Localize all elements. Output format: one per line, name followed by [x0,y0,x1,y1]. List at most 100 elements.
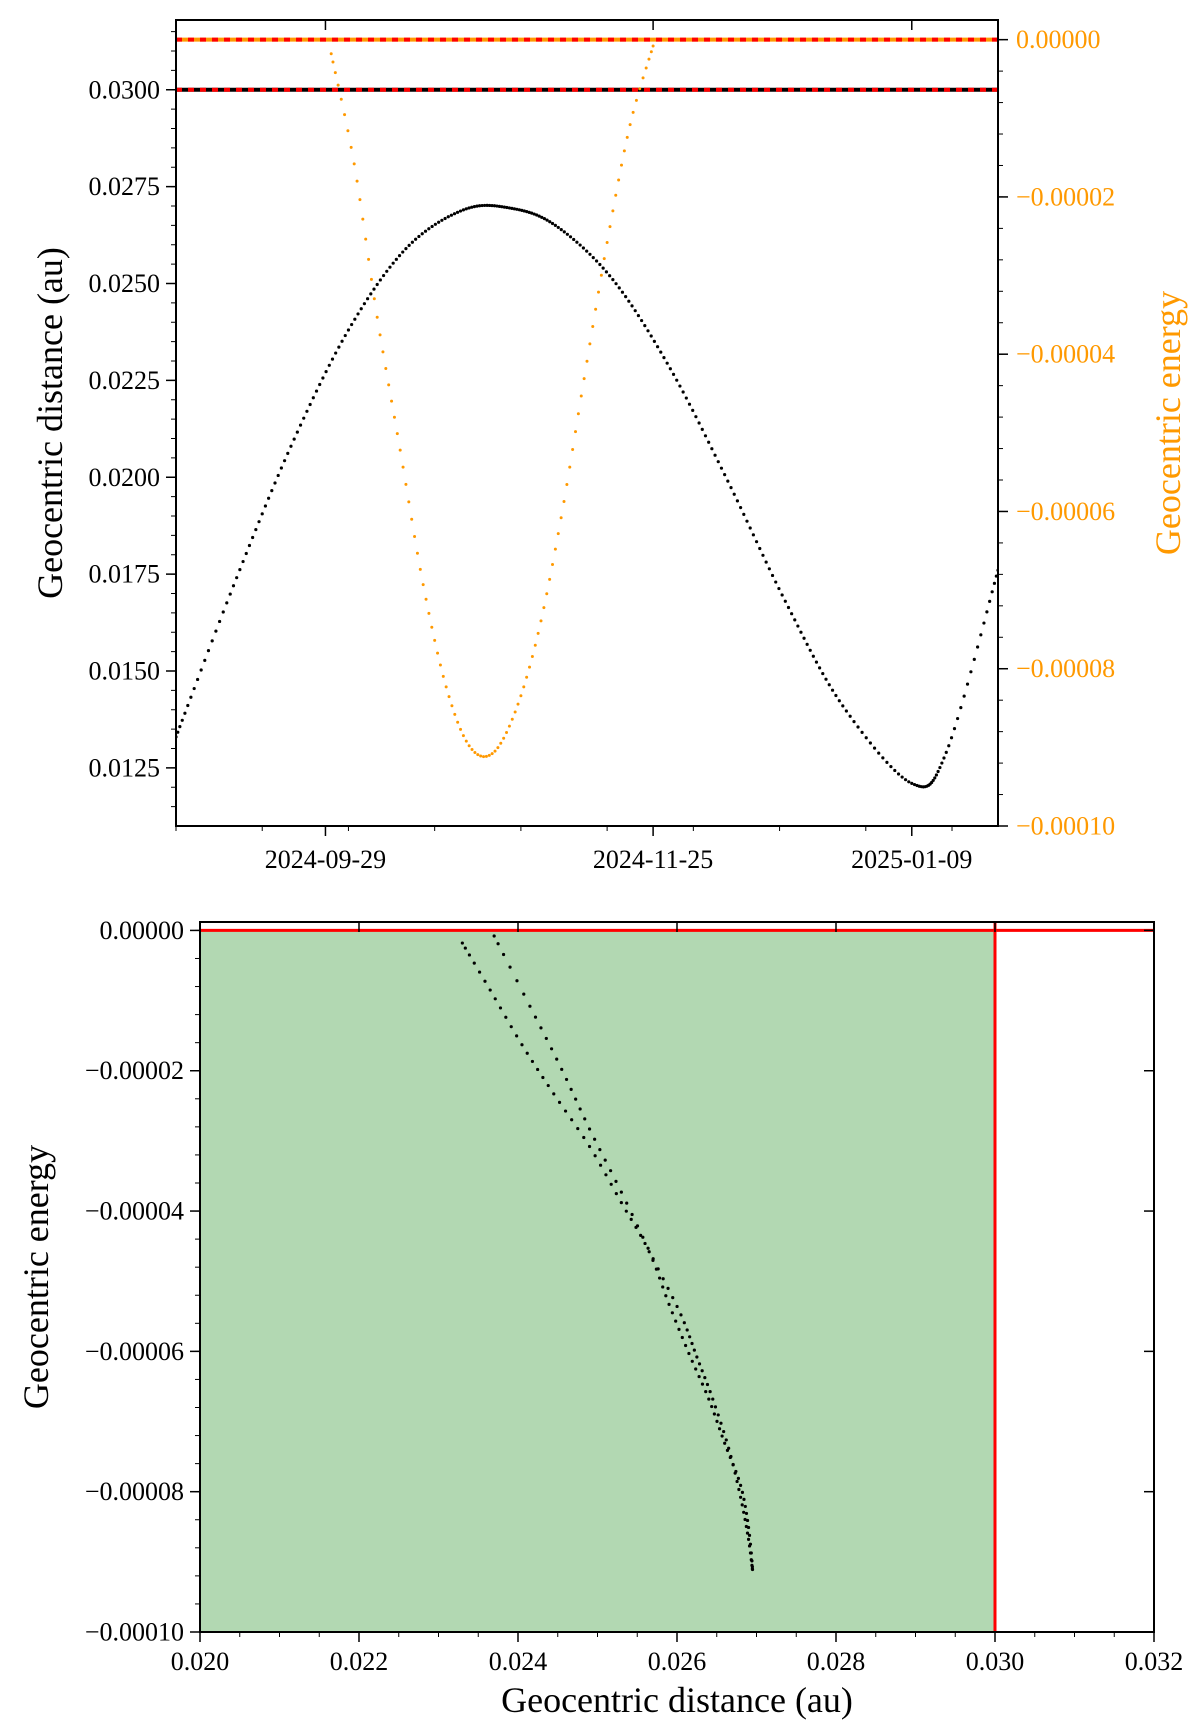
top-series-2-point-58 [496,746,500,750]
bottom-series-point-4 [477,970,482,974]
top-series-1-point-264 [982,621,986,625]
top-series-1-point-107 [505,205,509,210]
top-series-2-point-36 [433,638,437,642]
bottom-series-point-148 [501,952,506,957]
top-series-2-point-11 [361,217,365,221]
bottom-series-point-83 [747,1544,752,1548]
top-series-1-point-22 [244,551,248,556]
top-series-2-point-86 [576,412,580,416]
bottom-series-point-25 [593,1154,597,1158]
top-series-2-point-37 [436,651,440,655]
top-series-2-point-73 [539,619,543,623]
top-series-1-point-116 [527,210,531,214]
top-series-1-point-98 [483,203,487,208]
bottom-series-point-94 [731,1463,735,1467]
top-series-1-point-50 [334,351,338,355]
top-series-1-point-131 [568,235,573,239]
bottom-series-point-12 [520,1043,524,1047]
bottom-series-point-44 [674,1319,678,1323]
top-series-1-point-85 [446,215,450,219]
top-series-2-point-56 [490,752,494,756]
bottom-series-point-146 [515,979,519,983]
bottom-x-tick-label-0: 0.020 [171,1647,230,1676]
bottom-y-tick-label-2: −0.00004 [85,1197,184,1226]
top-series-1-point-173 [703,434,708,438]
bottom-series-point-46 [680,1335,684,1340]
top-series-2-point-8 [352,162,356,166]
top-series-1-point-109 [510,206,514,210]
top-series-2-point-28 [410,517,414,521]
bottom-series-point-126 [619,1190,623,1194]
bottom-series-point-131 [593,1137,597,1141]
bottom-series-point-117 [666,1286,670,1290]
top-series-2-point-46 [461,734,465,738]
top-x-tick-label-1: 2024-11-25 [593,845,713,874]
bottom-x-tick-label-2: 0.024 [489,1647,548,1676]
top-series-2-point-109 [644,66,648,70]
top-series-1-point-58 [359,307,363,311]
top-series-2-point-68 [525,675,529,679]
top-series-1-point-31 [273,481,277,485]
top-series-2-point-95 [602,257,606,261]
bottom-x-tick-label-1: 0.022 [330,1647,389,1676]
top-series-1-point-251 [942,756,946,760]
bottom-series-point-110 [690,1341,694,1346]
top-series-1-point-59 [362,302,367,306]
top-series-1-point-208 [814,660,819,664]
top-series-1-point-21 [241,559,245,564]
bottom-series-point-69 [743,1504,747,1509]
top-series-1-point-123 [545,218,549,222]
bottom-x-tick-label-3: 0.026 [648,1647,707,1676]
top-x-tick-label-0: 2024-09-29 [265,845,386,874]
bottom-series-point-124 [630,1212,634,1217]
top-series-2-point-22 [392,415,396,419]
top-series-1-point-213 [830,688,835,692]
top-series-1-point-199 [786,605,791,610]
bottom-series-point-149 [496,942,500,946]
bottom-series-point-88 [742,1510,746,1514]
top-series-1-point-46 [321,376,325,380]
top-axis-ticks: 2024-09-29 2024-11-25 2025-01-09 0.0125 0.01… [89,20,1115,874]
top-series-1-point-197 [780,593,784,597]
bottom-series-point-118 [661,1277,665,1281]
top-series-1-point-209 [818,666,822,670]
bottom-series-point-102 [711,1397,715,1401]
top-series-1-point-66 [385,269,389,273]
top-series-1-point-19 [235,576,239,580]
bottom-series-point-21 [570,1118,574,1122]
bottom-series-point-26 [598,1163,603,1167]
bottom-series-point-119 [656,1267,660,1271]
bottom-series-point-112 [685,1328,689,1332]
top-right-tick-label-4: −0.00008 [1016,654,1115,683]
top-series-2-point-3 [336,83,340,87]
bottom-series-point-71 [745,1518,750,1523]
top-series-1-point-163 [671,372,676,377]
top-series-1-point-9 [199,668,203,672]
bottom-series-point-66 [739,1483,743,1487]
bottom-series-point-30 [619,1201,623,1205]
bottom-series-point-49 [690,1359,694,1363]
top-series-1-point-248 [936,769,940,774]
top-series-1-point-266 [988,599,992,603]
bottom-x-axis-title: Geocentric distance (au) [501,1680,853,1720]
top-series-1-point-126 [553,223,557,227]
bottom-series-point-92 [735,1479,739,1484]
top-series-1-point-4 [183,711,187,715]
top-series-1-point-48 [327,363,331,367]
top-series-1-point-40 [302,416,306,420]
top-series-2-point-65 [516,702,520,706]
top-series-1-point-105 [500,205,504,209]
bottom-series-point-27 [604,1173,608,1177]
top-series-1-point-158 [655,345,660,349]
top-series-2-point-33 [424,597,428,601]
top-series-1-point-166 [681,390,685,394]
top-series-1-point-176 [713,453,717,457]
top-series-1-point-136 [585,249,589,253]
top-series-2-point-19 [384,367,388,370]
top-series-2-point-10 [358,198,362,202]
top-series-1-point-268 [992,581,997,585]
top-series-1-point-253 [947,744,951,748]
top-series-1-point-137 [588,252,592,256]
top-series-1-point-14 [218,619,222,624]
top-series-2-point-38 [438,663,442,667]
